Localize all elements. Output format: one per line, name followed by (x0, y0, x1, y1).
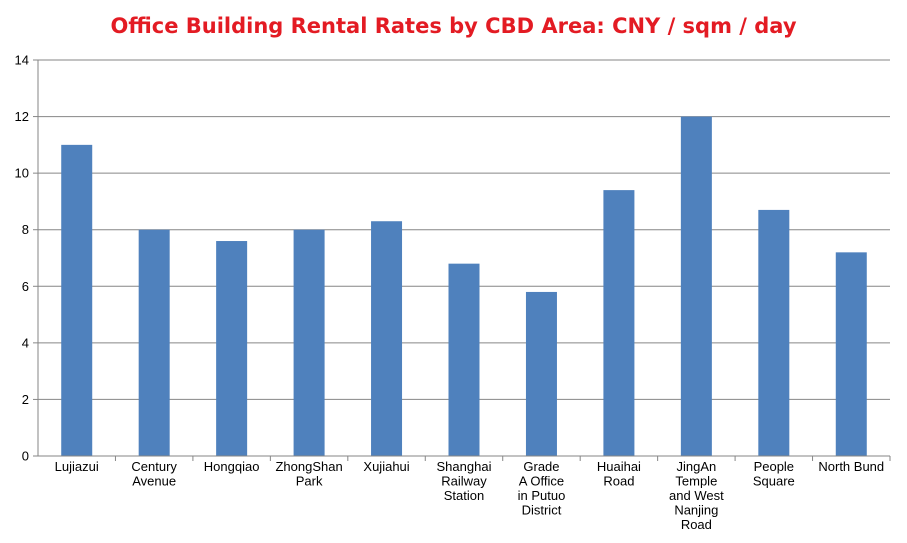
bars (61, 116, 867, 457)
axes (33, 59, 891, 461)
y-tick-label: 12 (15, 109, 29, 124)
x-category-label: Grade A Office in Putuo District (518, 459, 566, 518)
x-category-label: Huaihai Road (597, 459, 641, 489)
x-category-label: ZhongShan Park (275, 459, 342, 489)
x-category-label: People Square (753, 459, 795, 489)
y-tick-label: 6 (22, 279, 29, 294)
x-category-label: Lujiazui (55, 459, 99, 474)
x-category-label: JingAn Temple and West Nanjing Road (669, 459, 724, 532)
bar (293, 229, 325, 456)
bar (835, 252, 867, 456)
bar (138, 229, 170, 456)
y-tick-label: 14 (15, 53, 29, 68)
bar (371, 221, 403, 456)
y-tick-labels: 0 2 4 6 8 10 12 14 (15, 53, 29, 464)
x-category-labels: Lujiazui Century Avenue Hongqiao ZhongShan Pa… (55, 459, 884, 532)
y-tick-label: 0 (22, 449, 29, 464)
y-tick-label: 10 (15, 166, 29, 181)
bar (603, 190, 635, 456)
bar (216, 241, 248, 456)
bar (525, 291, 557, 456)
bar (758, 209, 790, 456)
bar (680, 116, 712, 457)
chart-title: Office Building Rental Rates by CBD Area… (110, 14, 797, 38)
x-category-label: Shanghai Railway Station (437, 459, 492, 503)
x-category-label: Xujiahui (363, 459, 409, 474)
x-category-label: Century Avenue (131, 459, 177, 489)
bar (448, 263, 480, 456)
y-tick-label: 4 (22, 335, 29, 350)
y-tick-label: 2 (22, 392, 29, 407)
x-category-label: Hongqiao (204, 459, 260, 474)
y-tick-label: 8 (22, 222, 29, 237)
bar (61, 144, 93, 456)
x-category-label: North Bund (818, 459, 884, 474)
